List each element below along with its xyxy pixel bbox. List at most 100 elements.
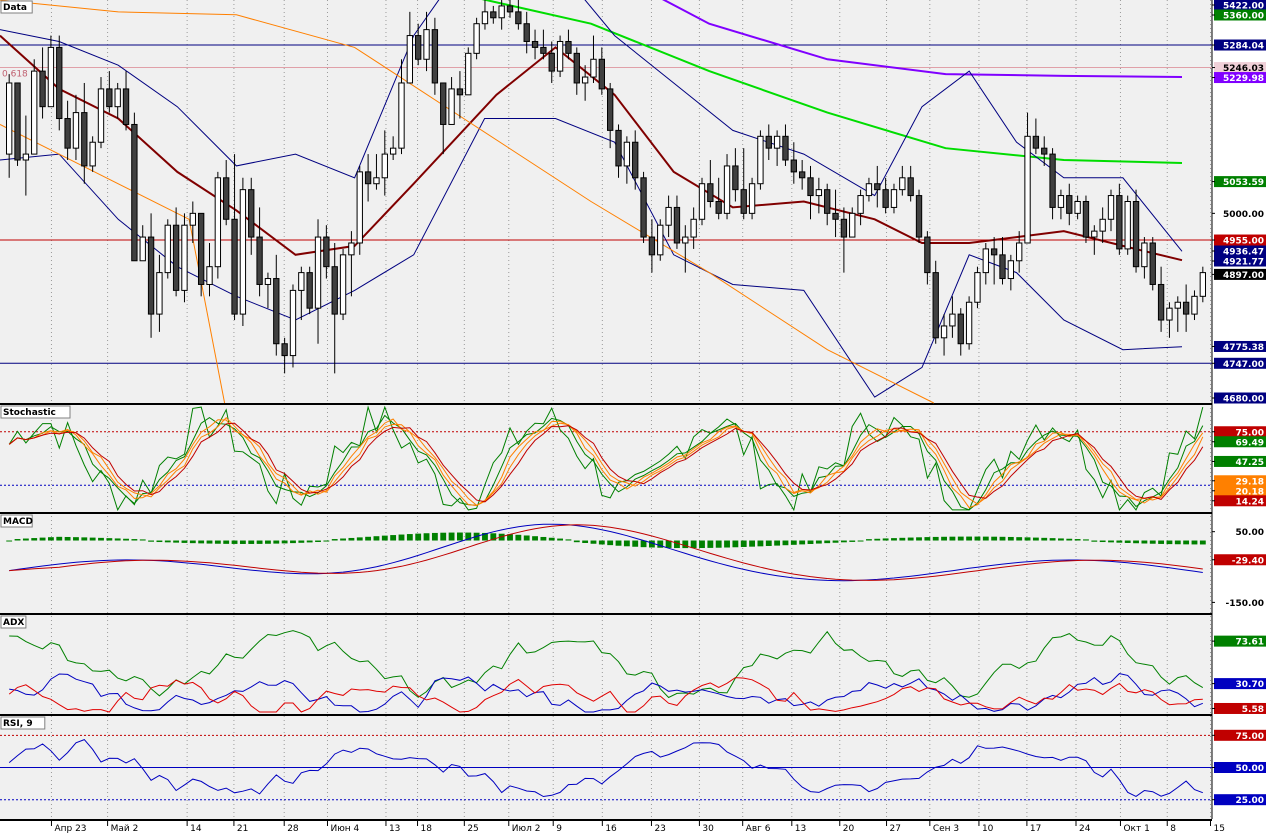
candle-body[interactable] (732, 165, 739, 191)
candle-body[interactable] (406, 35, 414, 84)
candle-body[interactable] (448, 88, 455, 125)
candle-body[interactable] (815, 189, 823, 197)
candle-body[interactable] (607, 88, 614, 131)
candle-body[interactable] (1066, 195, 1073, 214)
candle-body[interactable] (256, 236, 263, 285)
candle-body[interactable] (381, 153, 388, 179)
candle-body[interactable] (314, 236, 322, 309)
candle-body[interactable] (298, 272, 305, 291)
candle-body[interactable] (389, 147, 397, 155)
candle-body[interactable] (940, 325, 948, 339)
candle-body[interactable] (1024, 135, 1031, 244)
candle-body[interactable] (1099, 218, 1106, 232)
candle-body[interactable] (715, 201, 722, 214)
candle-body[interactable] (147, 236, 155, 315)
candle-body[interactable] (957, 313, 964, 345)
candle-body[interactable] (1041, 147, 1048, 155)
candle-body[interactable] (540, 46, 547, 54)
candle-body[interactable] (807, 177, 814, 197)
candle-body[interactable] (949, 313, 956, 327)
candle-body[interactable] (849, 212, 856, 238)
candle-body[interactable] (974, 272, 981, 303)
candle-body[interactable] (456, 88, 464, 96)
candle-body[interactable] (1149, 242, 1156, 285)
candle-body[interactable] (1166, 307, 1173, 321)
candle-body[interactable] (890, 189, 898, 208)
candle-body[interactable] (1082, 201, 1090, 238)
candle-body[interactable] (773, 135, 781, 149)
candle-body[interactable] (548, 52, 555, 72)
candle-body[interactable] (339, 254, 347, 315)
candle-body[interactable] (648, 236, 656, 256)
candle-body[interactable] (1141, 242, 1148, 268)
candle-body[interactable] (573, 52, 580, 84)
candle-body[interactable] (765, 135, 772, 149)
candle-body[interactable] (131, 123, 138, 262)
candle-body[interactable] (665, 206, 672, 226)
candle-body[interactable] (857, 195, 864, 214)
candle-body[interactable] (598, 58, 605, 90)
candle-body[interactable] (72, 112, 80, 149)
candle-body[interactable] (490, 11, 497, 19)
candle-body[interactable] (581, 76, 589, 84)
candle-body[interactable] (932, 272, 939, 339)
candle-body[interactable] (1116, 195, 1123, 250)
candle-body[interactable] (197, 212, 205, 285)
candle-body[interactable] (398, 82, 405, 149)
candle-body[interactable] (348, 242, 355, 256)
candle-body[interactable] (89, 141, 96, 167)
candle-body[interactable] (14, 82, 21, 161)
candle-body[interactable] (782, 135, 789, 161)
candle-body[interactable] (832, 212, 839, 220)
candle-body[interactable] (506, 5, 514, 13)
candle-body[interactable] (431, 29, 439, 84)
candle-body[interactable] (840, 218, 848, 238)
candle-body[interactable] (373, 177, 380, 185)
candle-body[interactable] (798, 171, 806, 179)
candle-body[interactable] (1182, 301, 1190, 315)
candle-body[interactable] (690, 218, 697, 238)
candle-body[interactable] (1157, 283, 1165, 321)
candle-body[interactable] (757, 135, 764, 185)
candle-body[interactable] (790, 159, 797, 173)
candle-body[interactable] (465, 52, 472, 96)
candle-body[interactable] (306, 272, 313, 309)
candle-body[interactable] (1199, 272, 1206, 297)
candle-body[interactable] (189, 212, 196, 226)
candle-body[interactable] (206, 266, 213, 285)
candle-body[interactable] (999, 254, 1006, 280)
candle-body[interactable] (1124, 201, 1131, 250)
candle-body[interactable] (264, 278, 272, 285)
candle-body[interactable] (56, 46, 63, 120)
candle-body[interactable] (248, 189, 255, 238)
candle-body[interactable] (156, 272, 163, 315)
candle-body[interactable] (623, 141, 631, 167)
candle-body[interactable] (498, 5, 505, 19)
candle-body[interactable] (698, 183, 706, 220)
candle-body[interactable] (440, 82, 447, 125)
candle-body[interactable] (657, 224, 664, 256)
candle-body[interactable] (748, 183, 756, 214)
candle-body[interactable] (356, 171, 363, 244)
candle-body[interactable] (331, 266, 338, 315)
candle-body[interactable] (723, 165, 731, 214)
candle-body[interactable] (590, 58, 597, 78)
candle-body[interactable] (965, 301, 973, 345)
candle-body[interactable] (81, 112, 88, 167)
candle-body[interactable] (289, 289, 297, 357)
candle-body[interactable] (214, 177, 222, 268)
candle-body[interactable] (114, 88, 121, 108)
candle-body[interactable] (231, 218, 238, 315)
candle-body[interactable] (364, 171, 372, 185)
candle-body[interactable] (473, 23, 480, 54)
candle-body[interactable] (682, 236, 689, 244)
candle-body[interactable] (707, 183, 714, 202)
candle-body[interactable] (523, 23, 530, 42)
candle-body[interactable] (281, 343, 288, 357)
candle-body[interactable] (47, 46, 55, 108)
candle-body[interactable] (531, 40, 539, 48)
candle-body[interactable] (1091, 230, 1098, 238)
candle-body[interactable] (97, 88, 105, 143)
candle-body[interactable] (273, 278, 280, 345)
